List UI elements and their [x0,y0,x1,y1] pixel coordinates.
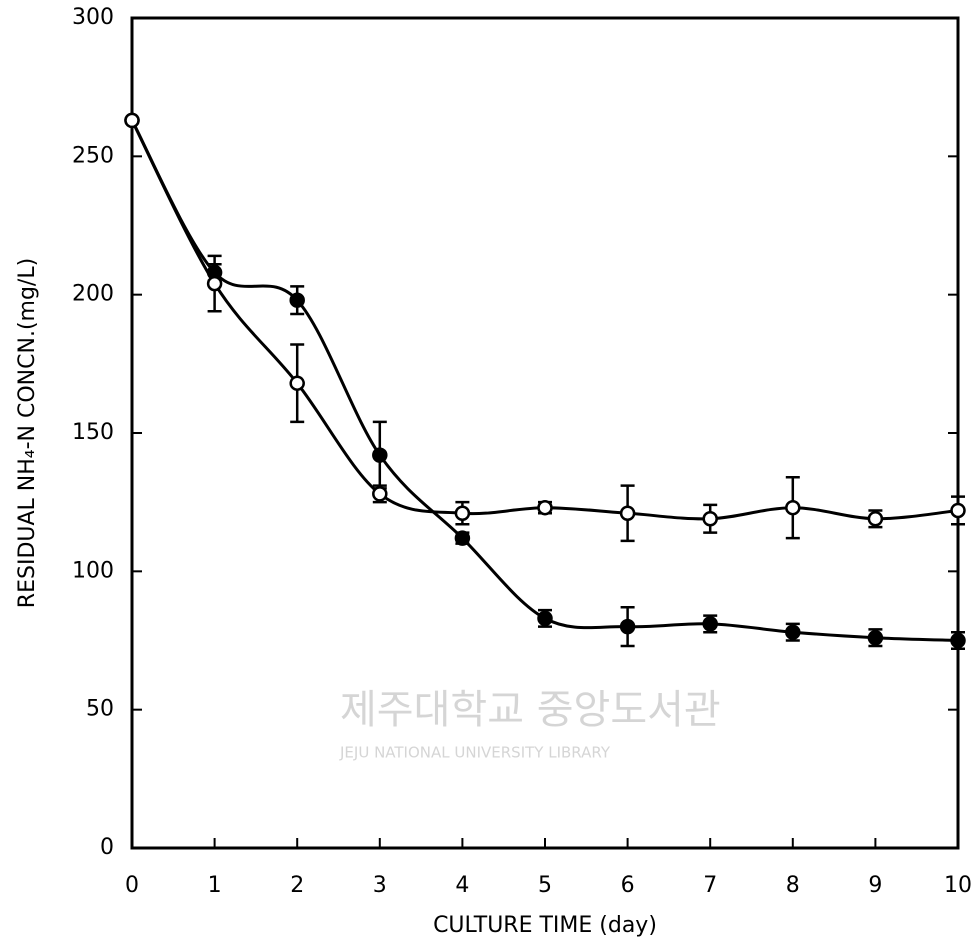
data-point [785,499,801,516]
data-point [950,502,966,519]
x-tick-label: 1 [208,873,222,898]
y-tick-label: 100 [72,558,114,583]
data-point [372,486,388,502]
x-tick-label: 6 [621,873,635,898]
data-point [619,505,636,521]
y-tick-label: 200 [72,282,114,307]
x-tick-label: 5 [538,873,552,898]
series-line [130,119,959,642]
series-line [130,119,959,521]
x-tick-label: 3 [373,873,387,898]
data-point [124,112,140,129]
data-point [867,511,884,527]
data-point [206,275,223,292]
x-tick-label: 0 [125,873,139,898]
x-tick-label: 8 [786,873,800,898]
y-axis-label: RESIDUAL NH₄-N CONCN.(mg/L) [15,258,40,608]
watermark-korean: 제주대학교 중앙도서관 [340,687,721,733]
data-point [785,624,801,640]
y-tick-label: 250 [72,143,114,168]
data-point [372,447,388,463]
x-tick-label: 2 [290,873,304,898]
watermark: 제주대학교 중앙도서관 JEJU NATIONAL UNIVERSITY LIB… [339,687,721,762]
data-point [454,530,471,546]
x-tick-label: 4 [455,873,469,898]
data-point [702,616,718,632]
x-axis-label: CULTURE TIME (day) [433,913,657,938]
data-point [289,375,305,391]
x-tick-label: 7 [703,873,717,898]
y-tick-label: 0 [100,835,114,860]
x-tick-label: 9 [868,873,882,898]
y-tick-label: 300 [72,5,114,30]
y-tick-label: 150 [72,420,114,445]
y-tick-label: 50 [86,697,114,722]
data-point [619,618,636,635]
data-point [454,505,471,521]
data-point [867,629,884,646]
data-point [289,292,305,308]
watermark-english: JEJU NATIONAL UNIVERSITY LIBRARY [339,744,611,762]
data-point [702,511,718,527]
data-point [950,632,966,649]
data-point [537,499,553,516]
data-point [537,610,553,627]
x-tick-label: 10 [944,873,972,898]
